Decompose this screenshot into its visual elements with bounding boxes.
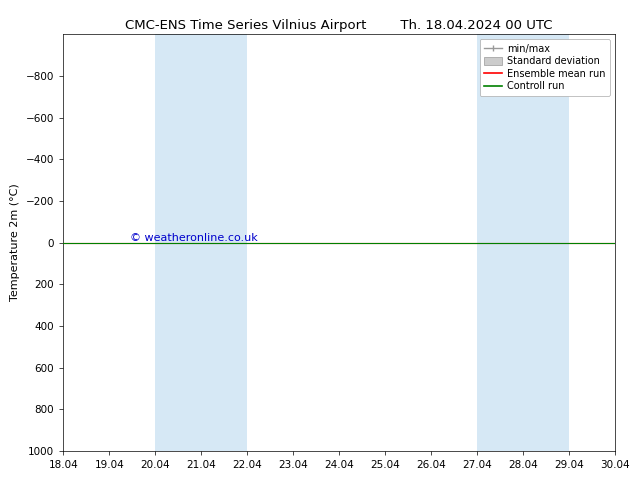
Title: CMC-ENS Time Series Vilnius Airport        Th. 18.04.2024 00 UTC: CMC-ENS Time Series Vilnius Airport Th. …	[126, 19, 553, 32]
Bar	[155, 34, 247, 451]
Bar	[477, 34, 569, 451]
Legend: min/max, Standard deviation, Ensemble mean run, Controll run: min/max, Standard deviation, Ensemble me…	[479, 39, 610, 96]
Text: © weatheronline.co.uk: © weatheronline.co.uk	[129, 233, 257, 243]
Y-axis label: Temperature 2m (°C): Temperature 2m (°C)	[10, 184, 20, 301]
